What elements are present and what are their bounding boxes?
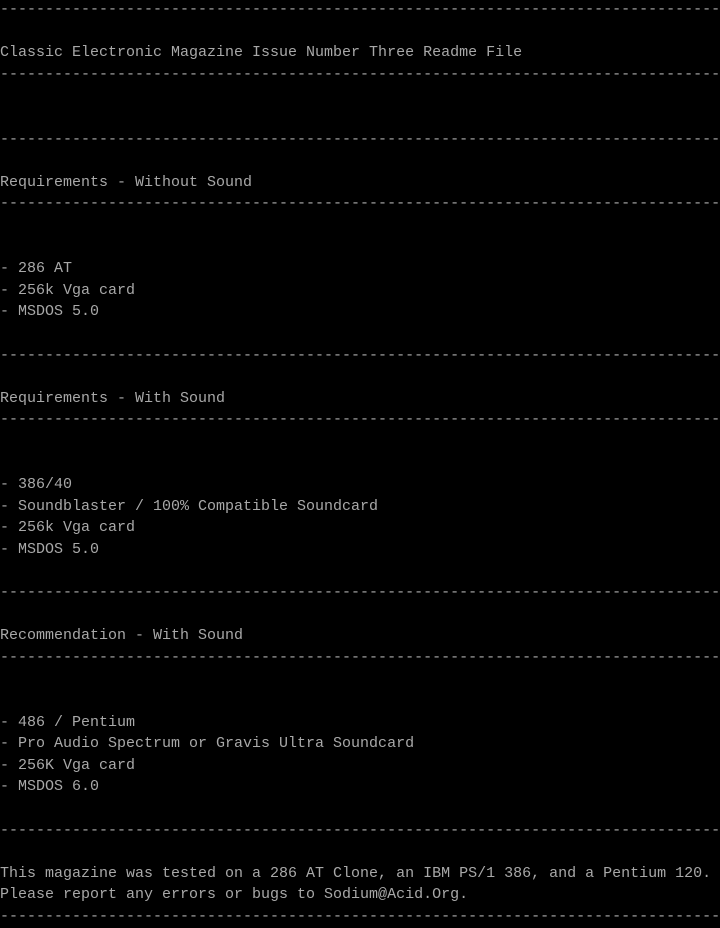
divider: ----------------------------------------… [0, 907, 720, 925]
divider: ----------------------------------------… [0, 821, 720, 839]
list-item: - 486 / Pentium [0, 713, 136, 731]
list-item: - Soundblaster / 100% Compatible Soundca… [0, 497, 379, 515]
list-item: - MSDOS 5.0 [0, 303, 100, 321]
list-item: - MSDOS 5.0 [0, 540, 100, 558]
divider: ----------------------------------------… [0, 195, 720, 213]
list-item: - Pro Audio Spectrum or Gravis Ultra Sou… [0, 735, 415, 753]
divider: ----------------------------------------… [0, 1, 720, 18]
divider: ----------------------------------------… [0, 411, 720, 429]
list-item: - MSDOS 6.0 [0, 778, 100, 796]
list-item: - 256k Vga card [0, 281, 136, 299]
footer-line: Please report any errors or bugs to Sodi… [0, 886, 469, 904]
list-item: - 286 AT [0, 260, 73, 278]
divider: ----------------------------------------… [0, 130, 720, 148]
divider: ----------------------------------------… [0, 65, 720, 83]
section-heading-recommendation: Recommendation - With Sound [0, 627, 244, 645]
divider: ----------------------------------------… [0, 584, 720, 602]
divider: ----------------------------------------… [0, 346, 720, 364]
footer-line: This magazine was tested on a 286 AT Clo… [0, 864, 712, 882]
divider: ----------------------------------------… [0, 648, 720, 666]
list-item: - 256k Vga card [0, 519, 136, 537]
section-heading-without-sound: Requirements - Without Sound [0, 173, 253, 191]
list-item: - 256K Vga card [0, 756, 136, 774]
list-item: - 386/40 [0, 476, 73, 494]
section-heading-with-sound: Requirements - With Sound [0, 389, 226, 407]
readme-title: Classic Electronic Magazine Issue Number… [0, 44, 523, 62]
